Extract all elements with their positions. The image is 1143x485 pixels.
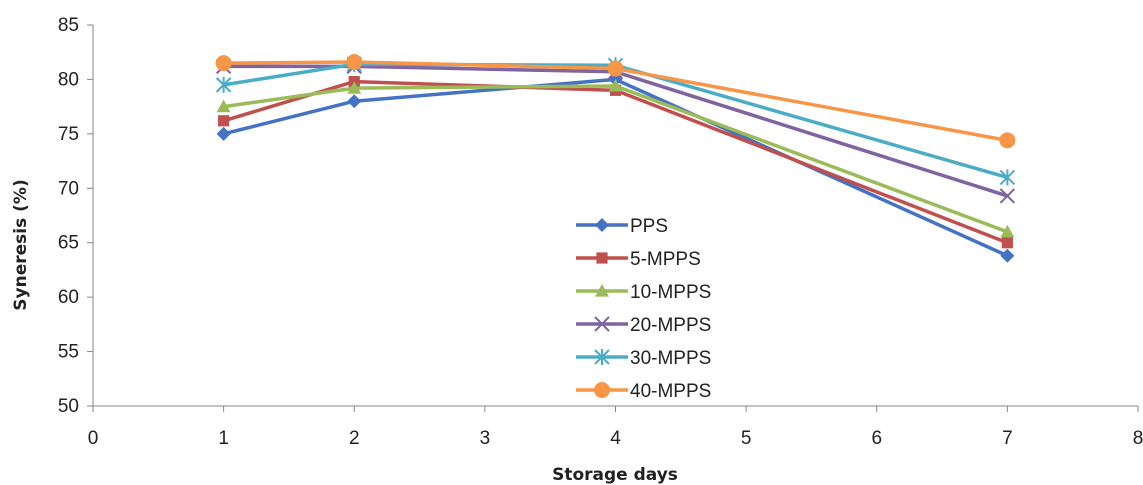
- y-tick-label: 70: [58, 178, 79, 199]
- series-40-mpps: [215, 54, 1016, 149]
- series-line-10-mpps: [223, 84, 1008, 234]
- x-axis-title: Storage days: [552, 465, 678, 485]
- y-tick-label: 50: [58, 396, 79, 417]
- data-point-20-mpps: [999, 188, 1016, 204]
- x-tick-label: 6: [871, 428, 882, 449]
- legend-label: 10-MPPS: [630, 282, 711, 303]
- legend-label: 40-MPPS: [630, 381, 711, 402]
- y-axis-title: Syneresis (%): [11, 179, 31, 310]
- legend-marker: [596, 252, 608, 264]
- legend-marker: [595, 284, 609, 297]
- series-line-40-mpps: [223, 60, 1008, 143]
- data-point-pps: [216, 126, 231, 141]
- data-point-10-mpps: [347, 81, 362, 94]
- legend-marker: [595, 218, 609, 232]
- legend-entry-20-mpps: 20-MPPS: [576, 315, 711, 336]
- data-point-pps: [1000, 248, 1015, 263]
- series-layer: [215, 54, 1016, 263]
- y-tick-label: 85: [58, 15, 79, 36]
- x-tick-label: 7: [1002, 428, 1013, 449]
- legend-label: 5-MPPS: [630, 249, 701, 270]
- data-point-5-mpps: [218, 115, 230, 127]
- data-point-pps: [347, 94, 362, 109]
- data-point-10-mpps: [608, 78, 623, 92]
- y-tick-label: 75: [58, 124, 79, 145]
- legend-entry-40-mpps: 40-MPPS: [576, 381, 711, 402]
- data-point-40-mpps: [999, 132, 1016, 149]
- legend-label: 30-MPPS: [630, 348, 711, 369]
- y-tick-label: 60: [58, 287, 79, 308]
- series-10-mpps: [216, 78, 1015, 238]
- axes: 50 55 60 65 70 75 80 85 0 1 2 3 4 5 6 7 8: [58, 15, 1143, 449]
- x-tick-label: 1: [218, 428, 229, 449]
- legend-entry-30-mpps: 30-MPPS: [576, 348, 711, 369]
- legend-marker: [594, 382, 610, 398]
- x-tick-label: 4: [610, 428, 621, 449]
- data-point-30-mpps: [999, 169, 1016, 186]
- x-tick-label: 3: [480, 428, 491, 449]
- legend-entry-5-mpps: 5-MPPS: [576, 249, 701, 270]
- legend-label: 20-MPPS: [630, 315, 711, 336]
- legend-entry-10-mpps: 10-MPPS: [576, 282, 711, 303]
- data-point-10-mpps: [1000, 224, 1015, 238]
- data-point-5-mpps: [1001, 237, 1013, 249]
- legend-marker: [594, 349, 610, 365]
- data-point-30-mpps: [215, 76, 232, 93]
- y-tick-label: 55: [58, 342, 79, 363]
- data-point-40-mpps: [215, 55, 232, 72]
- data-point-10-mpps: [216, 99, 231, 113]
- x-tick-label: 2: [349, 428, 360, 449]
- x-tick-label: 0: [88, 428, 99, 449]
- data-point-40-mpps: [607, 60, 624, 77]
- x-tick-label: 8: [1133, 428, 1143, 449]
- series-pps: [216, 72, 1015, 263]
- legend-entry-pps: PPS: [576, 216, 668, 237]
- series-line-pps: [223, 77, 1009, 258]
- series-line-20-mpps: [223, 64, 1008, 198]
- x-tick-label: 5: [741, 428, 752, 449]
- legend-marker: [594, 316, 610, 332]
- series-5-mpps: [218, 76, 1013, 249]
- legend-label: PPS: [630, 216, 668, 237]
- y-tick-label: 80: [58, 69, 79, 90]
- y-tick-label: 65: [58, 233, 79, 254]
- legend: PPS 5-MPPS 10-MPPS 20-MPPS 30-MPPS 40-MPPS: [576, 216, 711, 402]
- data-point-40-mpps: [346, 54, 363, 71]
